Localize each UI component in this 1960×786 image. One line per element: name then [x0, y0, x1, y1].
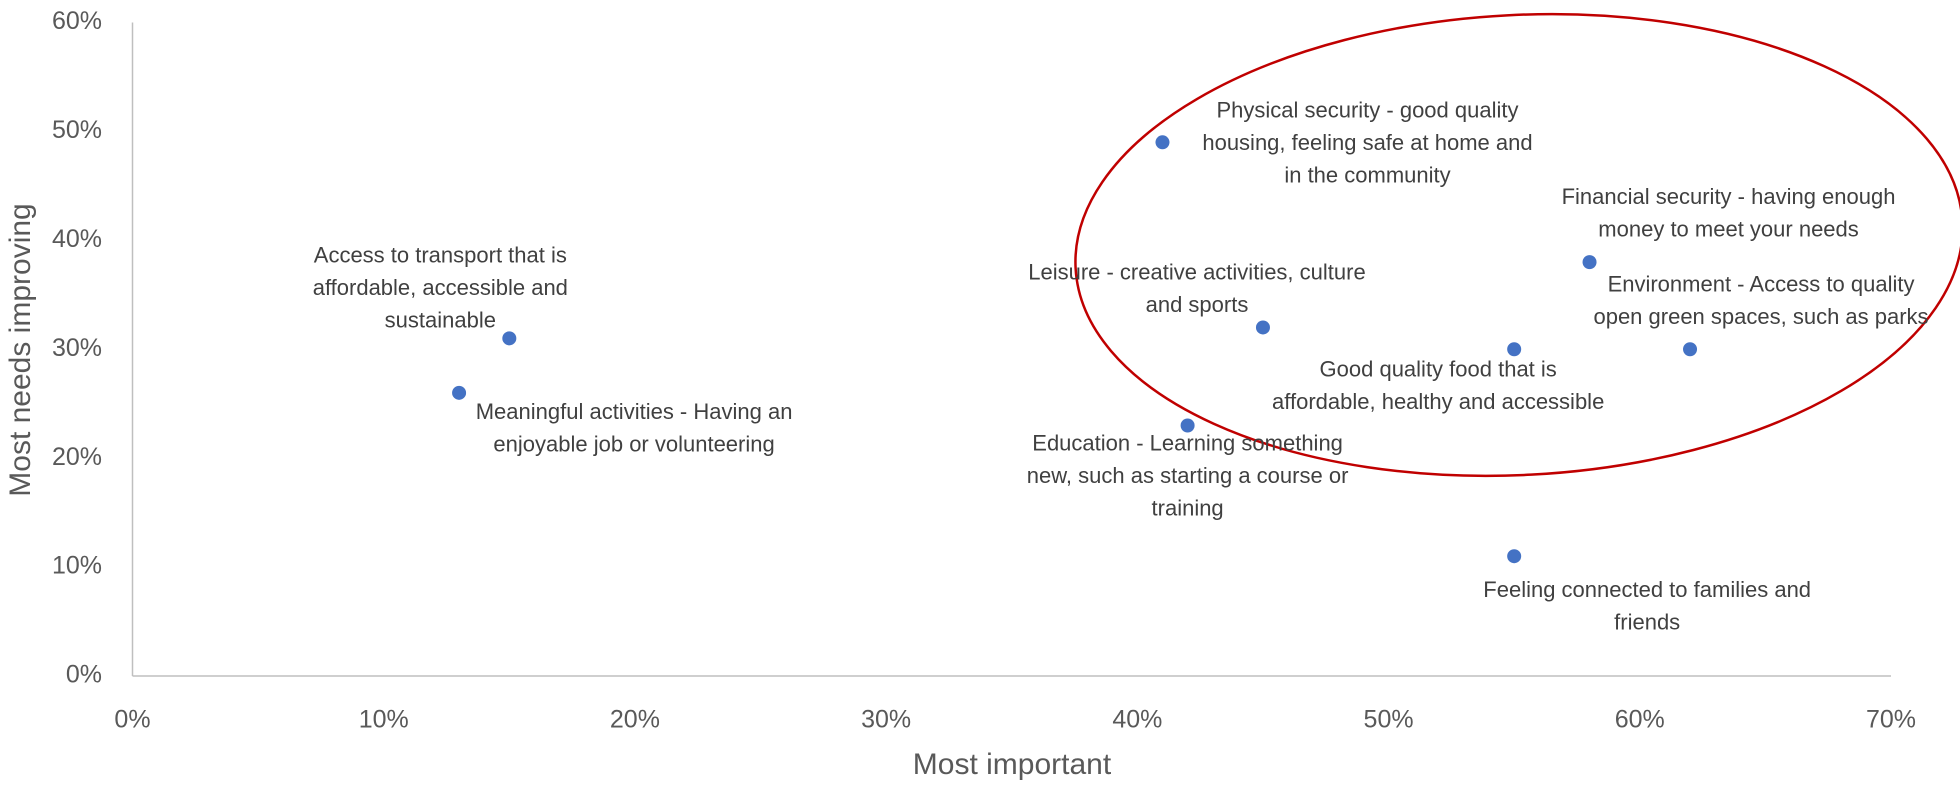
point	[1582, 255, 1597, 270]
point-label: Good quality food that is affordable, hea…	[1272, 356, 1604, 414]
highlight-ellipse	[1074, 12, 1960, 478]
x-tick-label: 70%	[1866, 706, 1916, 734]
x-tick-label: 60%	[1615, 706, 1665, 734]
x-tick-label: 30%	[861, 706, 911, 734]
point-label-line: in the community	[1284, 162, 1450, 187]
point-label-line: affordable, accessible and	[313, 275, 568, 300]
point	[452, 385, 467, 400]
point-label-line: new, such as starting a course or	[1027, 463, 1349, 488]
point-label-line: money to meet your needs	[1598, 216, 1858, 241]
x-tick-label: 10%	[359, 706, 409, 734]
point-label: Education - Learning something new, such …	[1027, 430, 1349, 520]
point-label-line: Leisure - creative activities, culture	[1028, 259, 1365, 284]
y-tick-label: 0%	[66, 661, 102, 689]
y-tick-label: 10%	[52, 552, 102, 580]
point-label-line: Education - Learning something	[1032, 430, 1343, 455]
x-tick-label: 0%	[114, 706, 150, 734]
point-label: Physical security - good quality housing,…	[1202, 97, 1532, 187]
point-label-line: housing, feeling safe at home and	[1202, 130, 1532, 155]
point	[1255, 320, 1270, 335]
point-label-line: Meaningful activities - Having an	[476, 399, 793, 424]
point	[1507, 549, 1522, 564]
y-tick-label: 50%	[52, 116, 102, 144]
point-label-line: Access to transport that is	[314, 242, 567, 267]
point-label: Access to transport that is affordable, a…	[313, 242, 568, 332]
point-label-line: friends	[1614, 610, 1680, 635]
x-tick-label: 20%	[610, 706, 660, 734]
point-label: Feeling connected to families and friends	[1483, 577, 1811, 635]
point-label-line: enjoyable job or volunteering	[493, 431, 774, 456]
point-label-line: Feeling connected to families and	[1483, 577, 1811, 602]
point-label-line: Physical security - good quality	[1216, 97, 1518, 122]
point-label: Environment - Access to quality open gree…	[1593, 271, 1928, 329]
y-tick-label: 60%	[52, 7, 102, 35]
x-tick-label: 50%	[1364, 706, 1414, 734]
y-axis-title: Most needs improving	[4, 203, 37, 496]
point-label-line: Good quality food that is	[1320, 356, 1557, 381]
point-label-line: sustainable	[385, 307, 496, 332]
point-label: Financial security - having enough money …	[1562, 184, 1896, 242]
point	[1507, 342, 1522, 357]
point-label-line: training	[1152, 495, 1224, 520]
y-tick-label: 30%	[52, 334, 102, 362]
point-label-line: affordable, healthy and accessible	[1272, 389, 1604, 414]
y-tick-label: 20%	[52, 443, 102, 471]
x-tick-label: 40%	[1112, 706, 1162, 734]
point-label: Leisure - creative activities, culture an…	[1028, 259, 1365, 317]
point	[502, 331, 517, 346]
point-label-line: and sports	[1146, 292, 1249, 317]
y-tick-label: 40%	[52, 225, 102, 253]
point	[1683, 342, 1698, 357]
point-label-line: Financial security - having enough	[1562, 184, 1896, 209]
point-label-line: open green spaces, such as parks	[1593, 304, 1928, 329]
point-label: Meaningful activities - Having an enjoyab…	[476, 399, 793, 457]
point	[1155, 135, 1170, 150]
x-axis-title: Most important	[913, 748, 1112, 781]
point-label-line: Environment - Access to quality	[1608, 271, 1915, 296]
point	[1180, 418, 1195, 433]
